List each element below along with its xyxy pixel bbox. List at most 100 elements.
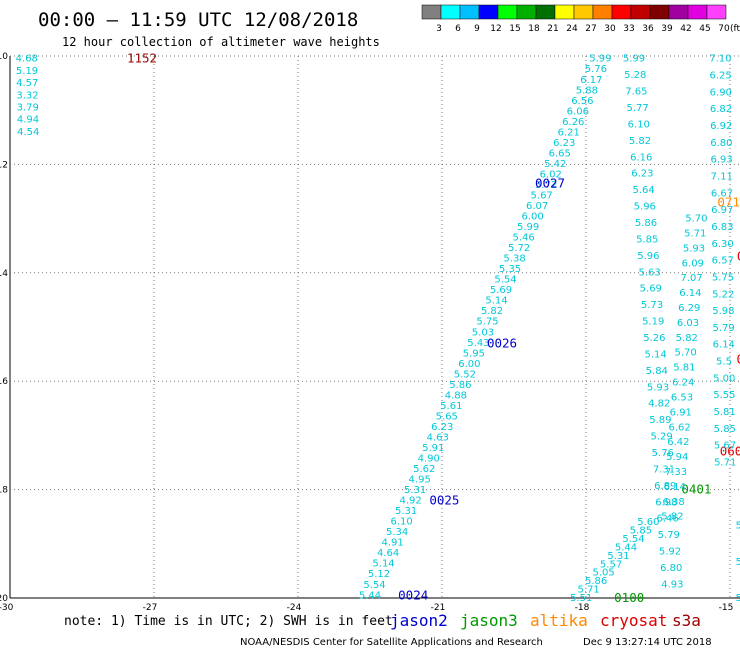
scale-swatch	[573, 4, 594, 20]
swh-value: 5.92	[659, 547, 681, 558]
satellite-legend: jason2 jason3 altika cryosat s3a	[390, 611, 701, 630]
swh-value: 6.80	[710, 138, 732, 149]
y-tick-label: -14	[0, 269, 8, 279]
swh-value: 6.98	[655, 497, 677, 508]
swh-value: 5.96	[637, 251, 659, 262]
swh-value: 5.86	[736, 593, 740, 604]
swh-value: 5.81	[673, 363, 695, 374]
swh-value: 5.54	[622, 534, 644, 545]
swh-value: 5.19	[642, 317, 664, 328]
scale-swatch	[440, 4, 461, 20]
swh-value: 4.92	[400, 496, 422, 507]
swh-value: 6.24	[672, 378, 694, 389]
x-tick-label: -18	[575, 603, 590, 613]
swh-value: 5.52	[454, 369, 476, 380]
swh-value: 6.29	[678, 303, 700, 314]
scale-swatch	[611, 4, 632, 20]
swh-value: 6.07	[526, 201, 548, 212]
swh-value: 6.97	[711, 205, 733, 216]
swh-value: 5.75	[476, 317, 498, 328]
swh-value: 5.73	[641, 300, 663, 311]
swh-value: 5.70	[674, 348, 696, 359]
swh-value: 5.82	[736, 557, 740, 568]
scale-label: 15	[509, 24, 520, 34]
swh-value: 6.82	[710, 104, 732, 115]
legend-cryosat: cryosat	[600, 611, 667, 630]
swh-value: 5.05	[592, 568, 614, 579]
pass-time-label: 0025	[429, 492, 459, 507]
swh-value: 5.35	[499, 264, 521, 275]
y-tick-label: -10	[0, 52, 8, 62]
swh-value: 5.51	[570, 593, 592, 604]
swh-value: 5.54	[494, 275, 516, 286]
swh-value: 6.06	[567, 106, 589, 117]
swh-value: 5.31	[395, 506, 417, 517]
swh-value: 6.17	[580, 75, 602, 86]
swh-value: 4.94	[17, 115, 39, 126]
pass-time-label: 0026	[487, 335, 517, 350]
scale-swatch	[516, 4, 537, 20]
swh-value: 7.31	[653, 464, 675, 475]
scale-swatch	[592, 4, 613, 20]
legend-altika: altika	[530, 611, 588, 630]
swh-value: 4.64	[377, 548, 399, 559]
swh-value: 5.67	[714, 441, 736, 452]
swh-value: 5.67	[531, 190, 553, 201]
swh-value: 5.89	[649, 415, 671, 426]
swh-value: 5.81	[713, 407, 735, 418]
grid-layer	[9, 55, 740, 599]
swh-value: 6.10	[628, 119, 650, 130]
y-tick-label: -12	[0, 160, 8, 170]
swh-value: 6.16	[630, 152, 652, 163]
swh-value: 7.11	[711, 171, 733, 182]
chart-subtitle: 12 hour collection of altimeter wave hei…	[62, 35, 380, 49]
y-tick-label: -16	[0, 377, 8, 387]
swh-value: 5.19	[16, 66, 38, 77]
swh-value: 7.65	[625, 87, 647, 98]
swh-value: 5.29	[650, 432, 672, 443]
scale-label: 12	[490, 24, 501, 34]
swh-value: 5.88	[576, 85, 598, 96]
scale-swatch	[459, 4, 480, 20]
swh-value: 5.93	[683, 243, 705, 254]
axis-ticks: -10 -12 -14 -16 -18 -20-30 -27 -24 -21 -18 -15	[0, 52, 733, 613]
swh-value: 6.03	[677, 318, 699, 329]
x-tick-label: -21	[431, 603, 446, 613]
swh-value: 5.99	[517, 222, 539, 233]
scale-swatch	[687, 4, 708, 20]
swh-value: 4.63	[427, 432, 449, 443]
swh-value: 6.90	[710, 87, 732, 98]
swh-value: 4.82	[648, 399, 670, 410]
legend-jason2: jason2	[390, 611, 448, 630]
swh-value: 5.85	[636, 234, 658, 245]
scale-swatch	[421, 4, 442, 20]
swh-value: 5.69	[490, 285, 512, 296]
swh-value: 6.93	[710, 155, 732, 166]
scale-label: 6	[455, 24, 461, 34]
swh-value: 5.86	[635, 218, 657, 229]
swh-value: 6.23	[553, 138, 575, 149]
swh-value: 3.79	[17, 102, 39, 113]
scale-label: 3	[436, 24, 442, 34]
swh-value: 5.57	[600, 559, 622, 570]
chart-title: 00:00 – 11:59 UTC 12/08/2018	[38, 9, 358, 31]
scale-label: 39	[661, 24, 673, 34]
swh-value: 5.76	[585, 64, 607, 75]
swh-value: 7.07	[680, 273, 702, 284]
scale-swatch	[535, 4, 556, 20]
pass-time-label: 06	[737, 249, 740, 264]
scale-label: 30	[604, 24, 616, 34]
swh-value: 5.38	[503, 254, 525, 265]
swh-value: 5.26	[643, 333, 665, 344]
swh-value: 5.79	[658, 530, 680, 541]
scale-label: 24	[566, 24, 578, 34]
swh-value: 6.46	[656, 514, 678, 525]
swh-value: 6.57	[712, 256, 734, 267]
swh-value: 6.25	[709, 71, 731, 82]
swh-value: 5.86	[449, 380, 471, 391]
swh-value: 6.00	[522, 212, 544, 223]
swh-value: 5.91	[422, 443, 444, 454]
scale-label: 21	[547, 24, 558, 34]
swh-value: 5.82	[661, 512, 683, 523]
